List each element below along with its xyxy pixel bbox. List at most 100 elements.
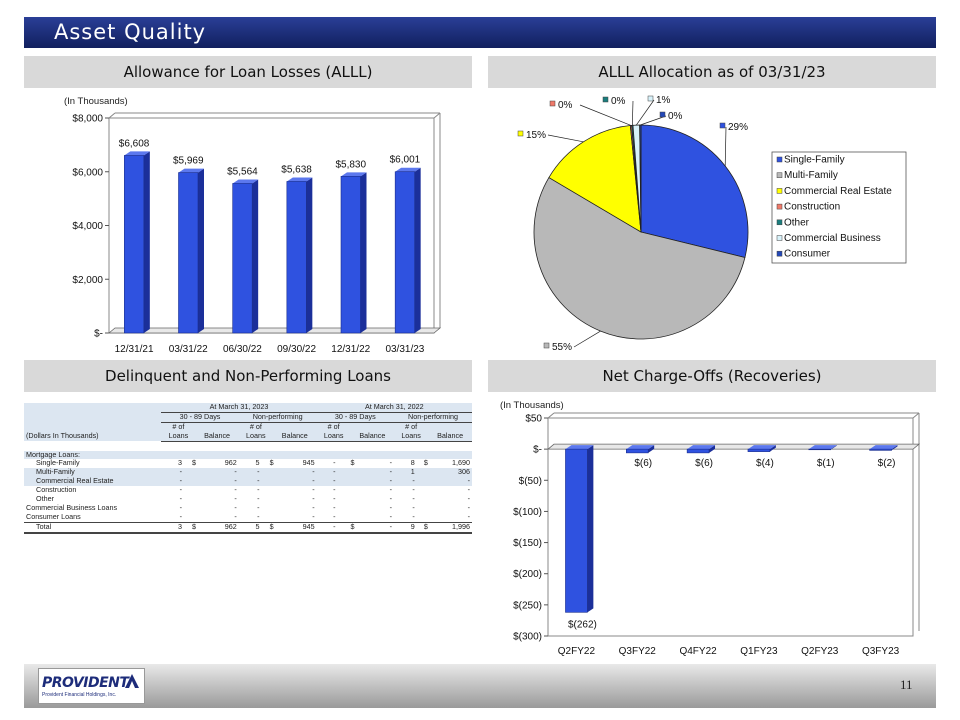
bar-top	[626, 445, 655, 450]
bar-top	[869, 445, 898, 450]
bar-front	[686, 448, 710, 454]
allocation-pie-chart: 29% 55% 15% 0% 0% 1% 0% Single-Family Multi-Fami…	[517, 95, 907, 353]
bar	[394, 167, 421, 334]
title-bar: Asset Quality	[24, 17, 936, 48]
slice-label-swatch	[517, 130, 524, 137]
plot-area	[547, 417, 914, 637]
table-cell	[350, 422, 394, 432]
table-cell	[272, 422, 317, 432]
table-cell	[161, 450, 185, 460]
bar-side	[198, 168, 204, 333]
section-header-chargeoffs: Net Charge-Offs (Recoveries)	[488, 360, 936, 392]
table-cell: Balance	[428, 431, 472, 442]
table-cell: -	[179, 494, 183, 504]
bar	[124, 151, 150, 334]
data-label: $(2)	[878, 458, 896, 469]
table-cell: -	[316, 521, 338, 534]
table-cell: 962	[224, 458, 237, 468]
bar-top	[747, 445, 776, 450]
slice-label: 0%	[558, 100, 573, 111]
slice-label: 1%	[656, 95, 671, 106]
table-cell: Balance	[195, 431, 239, 442]
table-cell: -	[389, 458, 392, 468]
table-cell	[417, 504, 435, 513]
table-cell	[184, 513, 204, 522]
table-cell	[434, 450, 472, 460]
section-header-alll: Allowance for Loan Losses (ALLL)	[24, 56, 472, 88]
logo-wordmark: PROVIDENT	[42, 675, 129, 691]
bar-front	[124, 155, 145, 334]
bar-top	[395, 167, 421, 172]
slice-label: 0%	[668, 111, 683, 122]
table-cell: -	[238, 467, 262, 478]
table-cell: 945	[302, 458, 315, 468]
bar-front	[178, 172, 199, 334]
legend-swatch	[776, 172, 783, 178]
bar	[178, 168, 204, 334]
y-tick-label: $-	[533, 445, 542, 456]
legend-swatch	[776, 188, 783, 194]
table-cell	[337, 468, 368, 478]
x-tick-label: 12/31/21	[115, 344, 154, 355]
table-cell: 8	[410, 458, 415, 468]
table-cell: # of	[161, 422, 196, 432]
legend-label: Other	[784, 217, 810, 228]
table-cell	[24, 422, 162, 432]
table-cell: -	[467, 485, 470, 495]
table-row: # of # of # of # of	[24, 422, 472, 432]
table-row: Single-Family 3 $962 5 $945 - $ - 8 $1,690	[24, 459, 472, 468]
table-cell: 30 - 89 Days	[161, 412, 239, 423]
table-cell: -	[161, 467, 185, 478]
slice-label-swatch	[659, 111, 666, 118]
x-tick-label: 09/30/22	[277, 344, 316, 355]
data-label: $6,608	[119, 138, 150, 149]
unit-note: (In Thousands)	[500, 400, 564, 411]
table-cell	[417, 495, 435, 504]
table-cell: -	[434, 476, 472, 487]
table-cell: -	[234, 485, 237, 495]
bar-front	[869, 448, 892, 451]
table-cell: Non-performing	[393, 412, 472, 423]
table-cell: Loans	[393, 431, 429, 442]
data-label: $(4)	[756, 458, 774, 469]
table-cell	[367, 450, 394, 460]
table-cell	[24, 403, 162, 413]
bar-side	[360, 172, 367, 333]
legend-swatch	[776, 203, 783, 210]
table-cell: -	[367, 476, 394, 487]
table-cell: -	[161, 476, 185, 487]
table-cell	[184, 495, 204, 504]
table-cell	[184, 486, 204, 495]
table-cell: 30 - 89 Days	[316, 412, 394, 423]
table-cell: $	[184, 521, 205, 534]
footer-bar	[24, 664, 936, 708]
table-cell	[262, 486, 282, 495]
table-cell: 5	[255, 458, 260, 468]
table-cell	[316, 450, 338, 460]
table-cell	[337, 477, 368, 487]
plot-depth-edge	[433, 112, 441, 119]
section-header-delinquent: Delinquent and Non-Performing Loans	[24, 360, 472, 392]
pie-slice	[533, 176, 746, 340]
table-cell	[24, 441, 472, 450]
data-label: $(1)	[817, 458, 835, 469]
table-cell: -	[389, 494, 392, 504]
leader-line	[636, 99, 655, 126]
legend-label: Multi-Family	[784, 170, 838, 181]
data-label: $6,001	[390, 155, 421, 166]
data-label: $5,830	[335, 159, 366, 170]
bar-top	[178, 168, 204, 173]
table-cell: At March 31, 2022	[316, 402, 472, 413]
slice-label: 0%	[611, 96, 626, 107]
bar-front	[394, 171, 415, 334]
legend-swatch	[776, 235, 783, 241]
table-row: Commercial Real Estate - - - - - - - -	[24, 476, 472, 487]
table-cell: Commercial Real Estate	[24, 476, 162, 487]
slice-label: 29%	[728, 122, 748, 133]
leader-line	[631, 100, 634, 126]
bar-top	[341, 172, 367, 177]
y-tick-label: $(200)	[513, 569, 542, 580]
table-cell	[184, 468, 205, 478]
table-cell	[416, 468, 435, 478]
bar-front	[626, 448, 649, 454]
